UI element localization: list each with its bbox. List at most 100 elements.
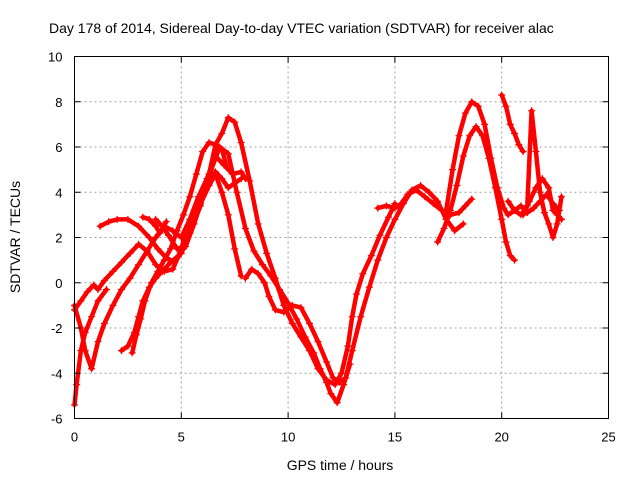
y-tick-label: -2 (51, 321, 63, 336)
data-point (442, 206, 450, 214)
data-point (374, 256, 382, 264)
data-point (246, 177, 254, 185)
data-point (263, 249, 271, 257)
series-trace (119, 142, 229, 353)
data-point (280, 301, 288, 309)
data-point (113, 215, 121, 223)
data-point (152, 222, 160, 230)
data-point (540, 209, 548, 217)
data-point (329, 374, 337, 382)
data-point (391, 215, 399, 223)
ticks: 0 5 10 15 20 25 -6 -4 -2 0 2 4 6 8 10 (48, 50, 616, 445)
y-tick-label: 6 (55, 140, 62, 155)
data-point (553, 220, 561, 228)
data-point (218, 175, 226, 183)
data-point (297, 304, 305, 312)
data-point (293, 315, 301, 323)
series-sat-c (71, 152, 249, 373)
data-point (340, 381, 348, 389)
data-point (231, 118, 239, 126)
series-trace (499, 92, 526, 154)
data-point (88, 365, 96, 373)
series-sat-m (498, 91, 527, 156)
data-point (276, 286, 284, 294)
data-point (504, 211, 512, 219)
data-point (94, 338, 102, 346)
data-point (233, 188, 241, 196)
data-point (384, 213, 392, 221)
series-sat-g (152, 143, 354, 407)
data-point (231, 245, 239, 253)
data-point (77, 297, 85, 305)
data-point (96, 222, 104, 230)
data-point (145, 234, 153, 241)
data-point (519, 148, 527, 156)
data-point (160, 256, 168, 264)
data-point (124, 342, 132, 350)
data-point (511, 206, 519, 214)
data-point (105, 218, 113, 226)
data-point (310, 349, 318, 357)
data-series (71, 91, 566, 409)
series-trace (153, 144, 353, 405)
data-point (348, 347, 356, 355)
y-tick-label: 0 (55, 276, 62, 291)
data-point (254, 270, 262, 278)
data-point (305, 319, 313, 327)
y-axis-label: SDTVAR / TECUs (7, 181, 23, 293)
data-point (338, 369, 345, 377)
data-point (532, 148, 540, 156)
data-point (271, 306, 279, 314)
data-point (440, 224, 448, 232)
data-point (359, 270, 367, 278)
data-point (474, 102, 482, 110)
data-point (549, 206, 557, 214)
data-point (538, 175, 546, 183)
data-point (169, 265, 177, 273)
series-sat-d (71, 286, 111, 409)
data-point (528, 107, 536, 115)
data-point (141, 297, 149, 305)
data-point (404, 191, 412, 199)
x-tick-label: 10 (281, 430, 295, 445)
data-point (532, 184, 540, 192)
data-point (327, 390, 335, 398)
data-point (100, 276, 108, 284)
data-point (459, 152, 467, 160)
data-point (425, 188, 433, 196)
data-point (167, 258, 175, 266)
data-point (468, 98, 476, 106)
data-point (261, 279, 269, 287)
series-sat-o (519, 175, 566, 223)
data-point (237, 168, 245, 176)
x-axis-label: GPS time / hours (287, 457, 394, 473)
data-point (493, 184, 501, 192)
data-point (237, 138, 245, 146)
data-point (117, 258, 125, 266)
data-point (316, 365, 324, 373)
data-point (109, 301, 117, 309)
data-point (455, 132, 463, 140)
data-point (152, 261, 160, 269)
data-point (224, 150, 232, 158)
series-sat-f (128, 114, 399, 389)
data-point (222, 161, 230, 169)
x-tick-label: 5 (178, 430, 185, 445)
data-point (288, 319, 296, 327)
data-point (357, 313, 365, 321)
series-sat-a (71, 168, 245, 314)
data-point (139, 213, 147, 221)
data-point (128, 349, 136, 357)
data-point (455, 209, 463, 217)
data-point (545, 184, 553, 192)
data-point (224, 211, 232, 219)
series-trace (435, 124, 517, 263)
data-point (468, 195, 476, 203)
x-tick-label: 15 (388, 430, 402, 445)
data-point (126, 274, 134, 282)
data-point (412, 186, 420, 194)
data-point (145, 215, 153, 223)
data-point (218, 188, 226, 196)
data-point (135, 222, 143, 230)
